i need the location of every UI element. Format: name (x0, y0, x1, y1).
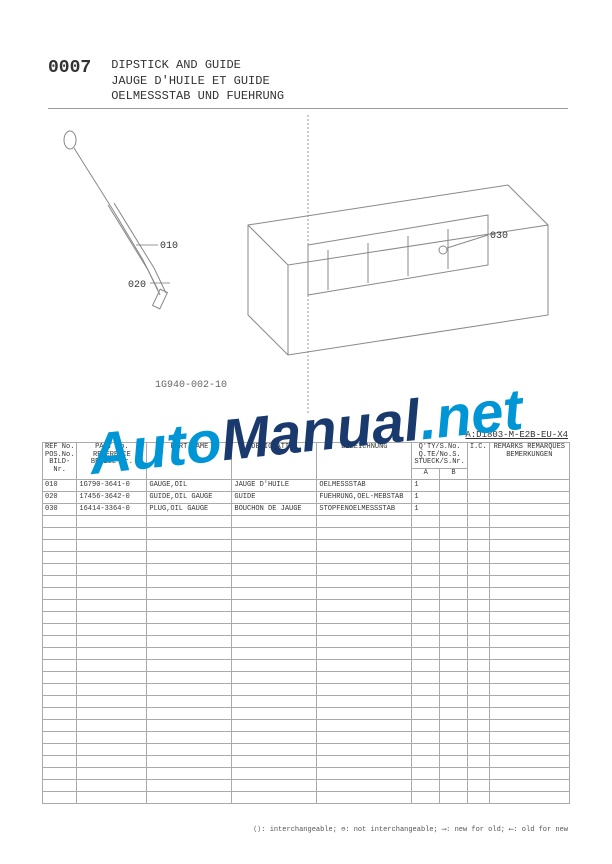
cell-ref: 020 (43, 491, 77, 503)
th-rem: REMARKS REMARQUES BEMERKUNGEN (489, 443, 569, 480)
table-row (43, 743, 570, 755)
section-number: 0007 (48, 58, 91, 105)
th-part: PART No. REFERENCE BESELL-Nr. (77, 443, 147, 480)
callout-010: 010 (160, 241, 178, 252)
table-row (43, 587, 570, 599)
cell-qa: 1 (412, 479, 440, 491)
cell-part: 16414-3364-0 (77, 503, 147, 515)
th-bez: BEZEICHNUNG (317, 443, 412, 480)
cell-ic (467, 479, 489, 491)
th-qa: A (412, 469, 440, 480)
table-row: 03016414-3364-0PLUG,OIL GAUGEBOUCHON DE … (43, 503, 570, 515)
th-ic: I.C. (467, 443, 489, 480)
cell-desig: GUIDE (232, 491, 317, 503)
callout-020: 020 (128, 280, 146, 291)
exploded-diagram: 010 020 030 (48, 115, 568, 415)
th-desig: DESIGNATION (232, 443, 317, 480)
parts-table: REF No. POS.No. BILD-Nr. PART No. REFERE… (42, 442, 570, 804)
cell-rem (489, 491, 569, 503)
cell-qb (440, 491, 468, 503)
table-row (43, 659, 570, 671)
th-name: PART NAME (147, 443, 232, 480)
callout-030: 030 (490, 231, 508, 242)
table-row (43, 599, 570, 611)
th-ref: REF No. POS.No. BILD-Nr. (43, 443, 77, 480)
table-row (43, 731, 570, 743)
cell-rem (489, 503, 569, 515)
cell-qa: 1 (412, 503, 440, 515)
th-qty: Q'TY/S.No. Q.TE/No.S. STUECK/S.Nr. (412, 443, 467, 469)
cell-bez: FUEHRUNG,OEL-MEBSTAB (317, 491, 412, 503)
table-row (43, 695, 570, 707)
table-row (43, 671, 570, 683)
cell-bez: STOPFENOELMESSSTAB (317, 503, 412, 515)
page-header: 0007 DIPSTICK AND GUIDE JAUGE D'HUILE ET… (48, 58, 284, 105)
table-row (43, 527, 570, 539)
table-row (43, 623, 570, 635)
cell-name: GUIDE,OIL GAUGE (147, 491, 232, 503)
table-row: 02017456-3642-0GUIDE,OIL GAUGEGUIDEFUEHR… (43, 491, 570, 503)
table-row (43, 635, 570, 647)
table-row (43, 575, 570, 587)
table-header: REF No. POS.No. BILD-Nr. PART No. REFERE… (43, 443, 570, 480)
table-body: 0101G790-3641-0GAUGE,OILJAUGE D'HUILEOEL… (43, 479, 570, 803)
table-row (43, 791, 570, 803)
title-fr: JAUGE D'HUILE ET GUIDE (111, 74, 284, 90)
cell-rem (489, 479, 569, 491)
table-row (43, 611, 570, 623)
cell-qa: 1 (412, 491, 440, 503)
table-row (43, 647, 570, 659)
table-row (43, 719, 570, 731)
table-row (43, 515, 570, 527)
cell-desig: BOUCHON DE JAUGE (232, 503, 317, 515)
cell-bez: OELMESSSTAB (317, 479, 412, 491)
cell-qb (440, 479, 468, 491)
table-row (43, 551, 570, 563)
cell-ic (467, 503, 489, 515)
diagram-code: 1G940-002-10 (155, 380, 227, 391)
table-row (43, 707, 570, 719)
cell-ic (467, 491, 489, 503)
table-row: 0101G790-3641-0GAUGE,OILJAUGE D'HUILEOEL… (43, 479, 570, 491)
table-row (43, 767, 570, 779)
cell-qb (440, 503, 468, 515)
model-code: A:D1803-M-E2B-EU-X4 (465, 430, 568, 440)
table-row (43, 683, 570, 695)
cell-ref: 030 (43, 503, 77, 515)
cell-ref: 010 (43, 479, 77, 491)
cell-part: 1G790-3641-0 (77, 479, 147, 491)
title-de: OELMESSSTAB UND FUEHRUNG (111, 89, 284, 105)
cell-name: GAUGE,OIL (147, 479, 232, 491)
th-qb: B (440, 469, 468, 480)
title-block: DIPSTICK AND GUIDE JAUGE D'HUILE ET GUID… (111, 58, 284, 105)
cell-desig: JAUGE D'HUILE (232, 479, 317, 491)
footer-legend: ⟨⟩: interchangeable; ⊖: not interchangea… (253, 825, 568, 834)
title-en: DIPSTICK AND GUIDE (111, 58, 284, 74)
table-row (43, 779, 570, 791)
table-row (43, 755, 570, 767)
table-row (43, 563, 570, 575)
header-rule (48, 108, 568, 109)
table-row (43, 539, 570, 551)
cell-part: 17456-3642-0 (77, 491, 147, 503)
cell-name: PLUG,OIL GAUGE (147, 503, 232, 515)
